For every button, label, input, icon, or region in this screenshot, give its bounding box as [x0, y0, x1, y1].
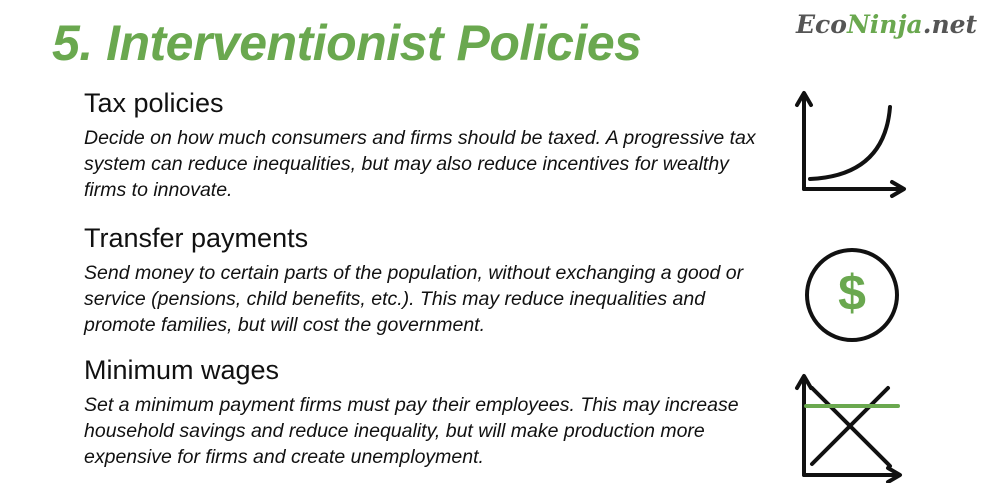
- logo-text-net: .net: [922, 10, 978, 39]
- econinja-logo: EcoNinja.net: [796, 10, 977, 39]
- section-body: Set a minimum payment firms must pay the…: [84, 394, 739, 468]
- page-title: 5. Interventionist Policies: [52, 15, 642, 71]
- logo-text-ninja: Ninja: [846, 10, 923, 39]
- exponential-curve-graph-icon: [795, 91, 906, 198]
- dollar-coin-icon: $: [805, 248, 899, 342]
- section-minimum-wages: Minimum wages Set a minimum payment firm…: [84, 355, 784, 470]
- section-heading: Tax policies: [84, 88, 224, 118]
- section-body: Decide on how much consumers and firms s…: [84, 127, 756, 201]
- section-tax-policies: Tax policies Decide on how much consumer…: [84, 88, 784, 203]
- section-heading: Transfer payments: [84, 223, 309, 253]
- dollar-sign: $: [838, 265, 866, 321]
- section-body: Send money to certain parts of the popul…: [84, 262, 744, 336]
- logo-text-eco: Eco: [796, 10, 847, 39]
- section-heading: Minimum wages: [84, 355, 280, 385]
- section-transfer-payments: Transfer payments Send money to certain …: [84, 223, 784, 338]
- supply-demand-price-floor-icon: [795, 374, 902, 483]
